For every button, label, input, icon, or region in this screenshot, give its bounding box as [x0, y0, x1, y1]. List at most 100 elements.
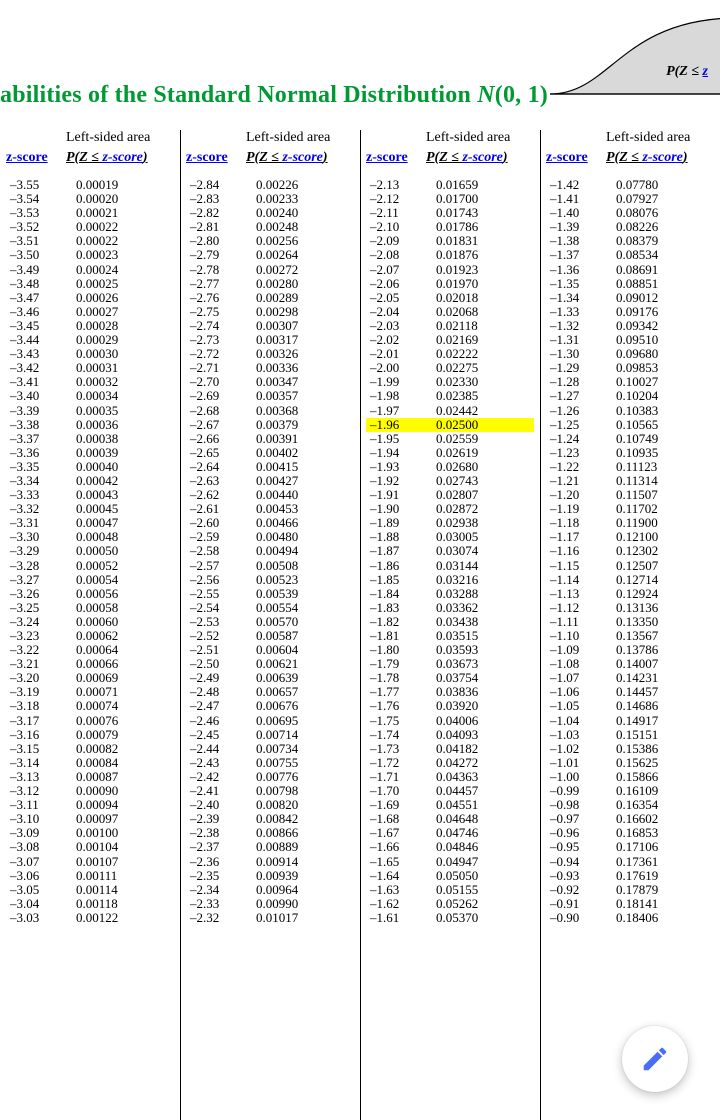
prob-cell: 0.03754 [424, 671, 508, 685]
prob-cell: 0.00587 [244, 629, 328, 643]
table-row: –2.750.00298 [186, 305, 354, 319]
prob-cell: 0.04093 [424, 728, 508, 742]
table-row: –1.320.09342 [546, 319, 714, 333]
table-row: –2.510.00604 [186, 643, 354, 657]
prob-cell: 0.01923 [424, 263, 508, 277]
table-row: –2.660.00391 [186, 432, 354, 446]
table-row: –1.620.05262 [366, 897, 534, 911]
table-row: –1.260.10383 [546, 404, 714, 418]
header-zscore[interactable]: z-score [186, 150, 228, 166]
zscore-cell: –1.88 [366, 530, 424, 544]
table-row: –1.210.11314 [546, 474, 714, 488]
prob-cell: 0.00621 [244, 657, 328, 671]
table-row: –1.720.04272 [366, 756, 534, 770]
table-row: –1.050.14686 [546, 699, 714, 713]
table-row: –2.030.02118 [366, 319, 534, 333]
header-prob-link[interactable]: z-score [102, 150, 142, 165]
table-row: –3.060.00111 [6, 869, 174, 883]
table-row: –3.340.00042 [6, 474, 174, 488]
prob-cell: 0.11314 [604, 474, 688, 488]
table-row: –1.090.13786 [546, 643, 714, 657]
table-row: –2.600.00466 [186, 516, 354, 530]
zscore-cell: –1.81 [366, 629, 424, 643]
header-zscore[interactable]: z-score [366, 150, 408, 166]
table-row: –2.800.00256 [186, 234, 354, 248]
table-row: –2.460.00695 [186, 714, 354, 728]
prob-cell: 0.00118 [64, 897, 148, 911]
zscore-cell: –3.10 [6, 812, 64, 826]
zscore-cell: –2.40 [186, 798, 244, 812]
table-row: –0.960.16853 [546, 826, 714, 840]
table-row: –1.230.10935 [546, 446, 714, 460]
zscore-cell: –2.07 [366, 263, 424, 277]
zscore-cell: –3.55 [6, 178, 64, 192]
zscore-cell: –1.78 [366, 671, 424, 685]
prob-cell: 0.04363 [424, 770, 508, 784]
prob-cell: 0.02275 [424, 361, 508, 375]
column-3: Left-sided areaz-scoreP(Z ≤ z-score)–1.4… [540, 130, 720, 925]
prob-cell: 0.16853 [604, 826, 688, 840]
prob-cell: 0.00307 [244, 319, 328, 333]
zscore-cell: –1.37 [546, 248, 604, 262]
table-row: –1.790.03673 [366, 657, 534, 671]
table-row: –1.800.03593 [366, 643, 534, 657]
table-row: –1.130.12924 [546, 587, 714, 601]
zscore-cell: –1.85 [366, 573, 424, 587]
prob-cell: 0.00027 [64, 305, 148, 319]
prob-cell: 0.00087 [64, 770, 148, 784]
table-row: –1.980.02385 [366, 389, 534, 403]
table-row: –2.530.00570 [186, 615, 354, 629]
header-zscore[interactable]: z-score [546, 150, 588, 166]
zscore-cell: –1.02 [546, 742, 604, 756]
prob-cell: 0.00480 [244, 530, 328, 544]
zscore-cell: –1.42 [546, 178, 604, 192]
table-row: –3.330.00043 [6, 488, 174, 502]
prob-cell: 0.10027 [604, 375, 688, 389]
table-row: –2.710.00336 [186, 361, 354, 375]
table-row: –0.930.17619 [546, 869, 714, 883]
normal-curve-diagram [550, 16, 720, 96]
table-row: –1.700.04457 [366, 784, 534, 798]
zscore-cell: –2.08 [366, 248, 424, 262]
table-row: –3.050.00114 [6, 883, 174, 897]
prob-cell: 0.09342 [604, 319, 688, 333]
table-row: –1.280.10027 [546, 375, 714, 389]
header-prob-link[interactable]: z-score [282, 150, 322, 165]
zscore-cell: –1.73 [366, 742, 424, 756]
prob-cell: 0.00056 [64, 587, 148, 601]
header-prob-link[interactable]: z-score [642, 150, 682, 165]
table-row: –2.070.01923 [366, 263, 534, 277]
table-row: –1.110.13350 [546, 615, 714, 629]
prob-cell: 0.00453 [244, 502, 328, 516]
table-row: –3.220.00064 [6, 643, 174, 657]
table-row: –1.270.10204 [546, 389, 714, 403]
prob-cell: 0.00248 [244, 220, 328, 234]
table-row: –3.070.00107 [6, 855, 174, 869]
prob-cell: 0.00402 [244, 446, 328, 460]
edit-fab[interactable] [622, 1026, 688, 1092]
header-prob-link[interactable]: z-score [462, 150, 502, 165]
table-row: –1.670.04746 [366, 826, 534, 840]
prob-cell: 0.04551 [424, 798, 508, 812]
table-row: –1.120.13136 [546, 601, 714, 615]
prob-cell: 0.12302 [604, 544, 688, 558]
prob-cell: 0.02222 [424, 347, 508, 361]
prob-cell: 0.00336 [244, 361, 328, 375]
table-row: –2.820.00240 [186, 206, 354, 220]
table-row: –2.740.00307 [186, 319, 354, 333]
table-row: –2.780.00272 [186, 263, 354, 277]
data-columns: Left-sided areaz-scoreP(Z ≤ z-score)–3.5… [0, 130, 720, 925]
table-row: –3.240.00060 [6, 615, 174, 629]
zscore-cell: –2.75 [186, 305, 244, 319]
zscore-cell: –0.93 [546, 869, 604, 883]
prob-cell: 0.00233 [244, 192, 328, 206]
zscore-cell: –3.30 [6, 530, 64, 544]
zscore-cell: –2.67 [186, 418, 244, 432]
prob-cell: 0.08226 [604, 220, 688, 234]
prob-cell: 0.00415 [244, 460, 328, 474]
zscore-cell: –2.58 [186, 544, 244, 558]
table-row: –1.710.04363 [366, 770, 534, 784]
table-row: –0.980.16354 [546, 798, 714, 812]
header-zscore[interactable]: z-score [6, 150, 48, 166]
curve-label-prefix: P(Z ≤ [666, 64, 702, 79]
